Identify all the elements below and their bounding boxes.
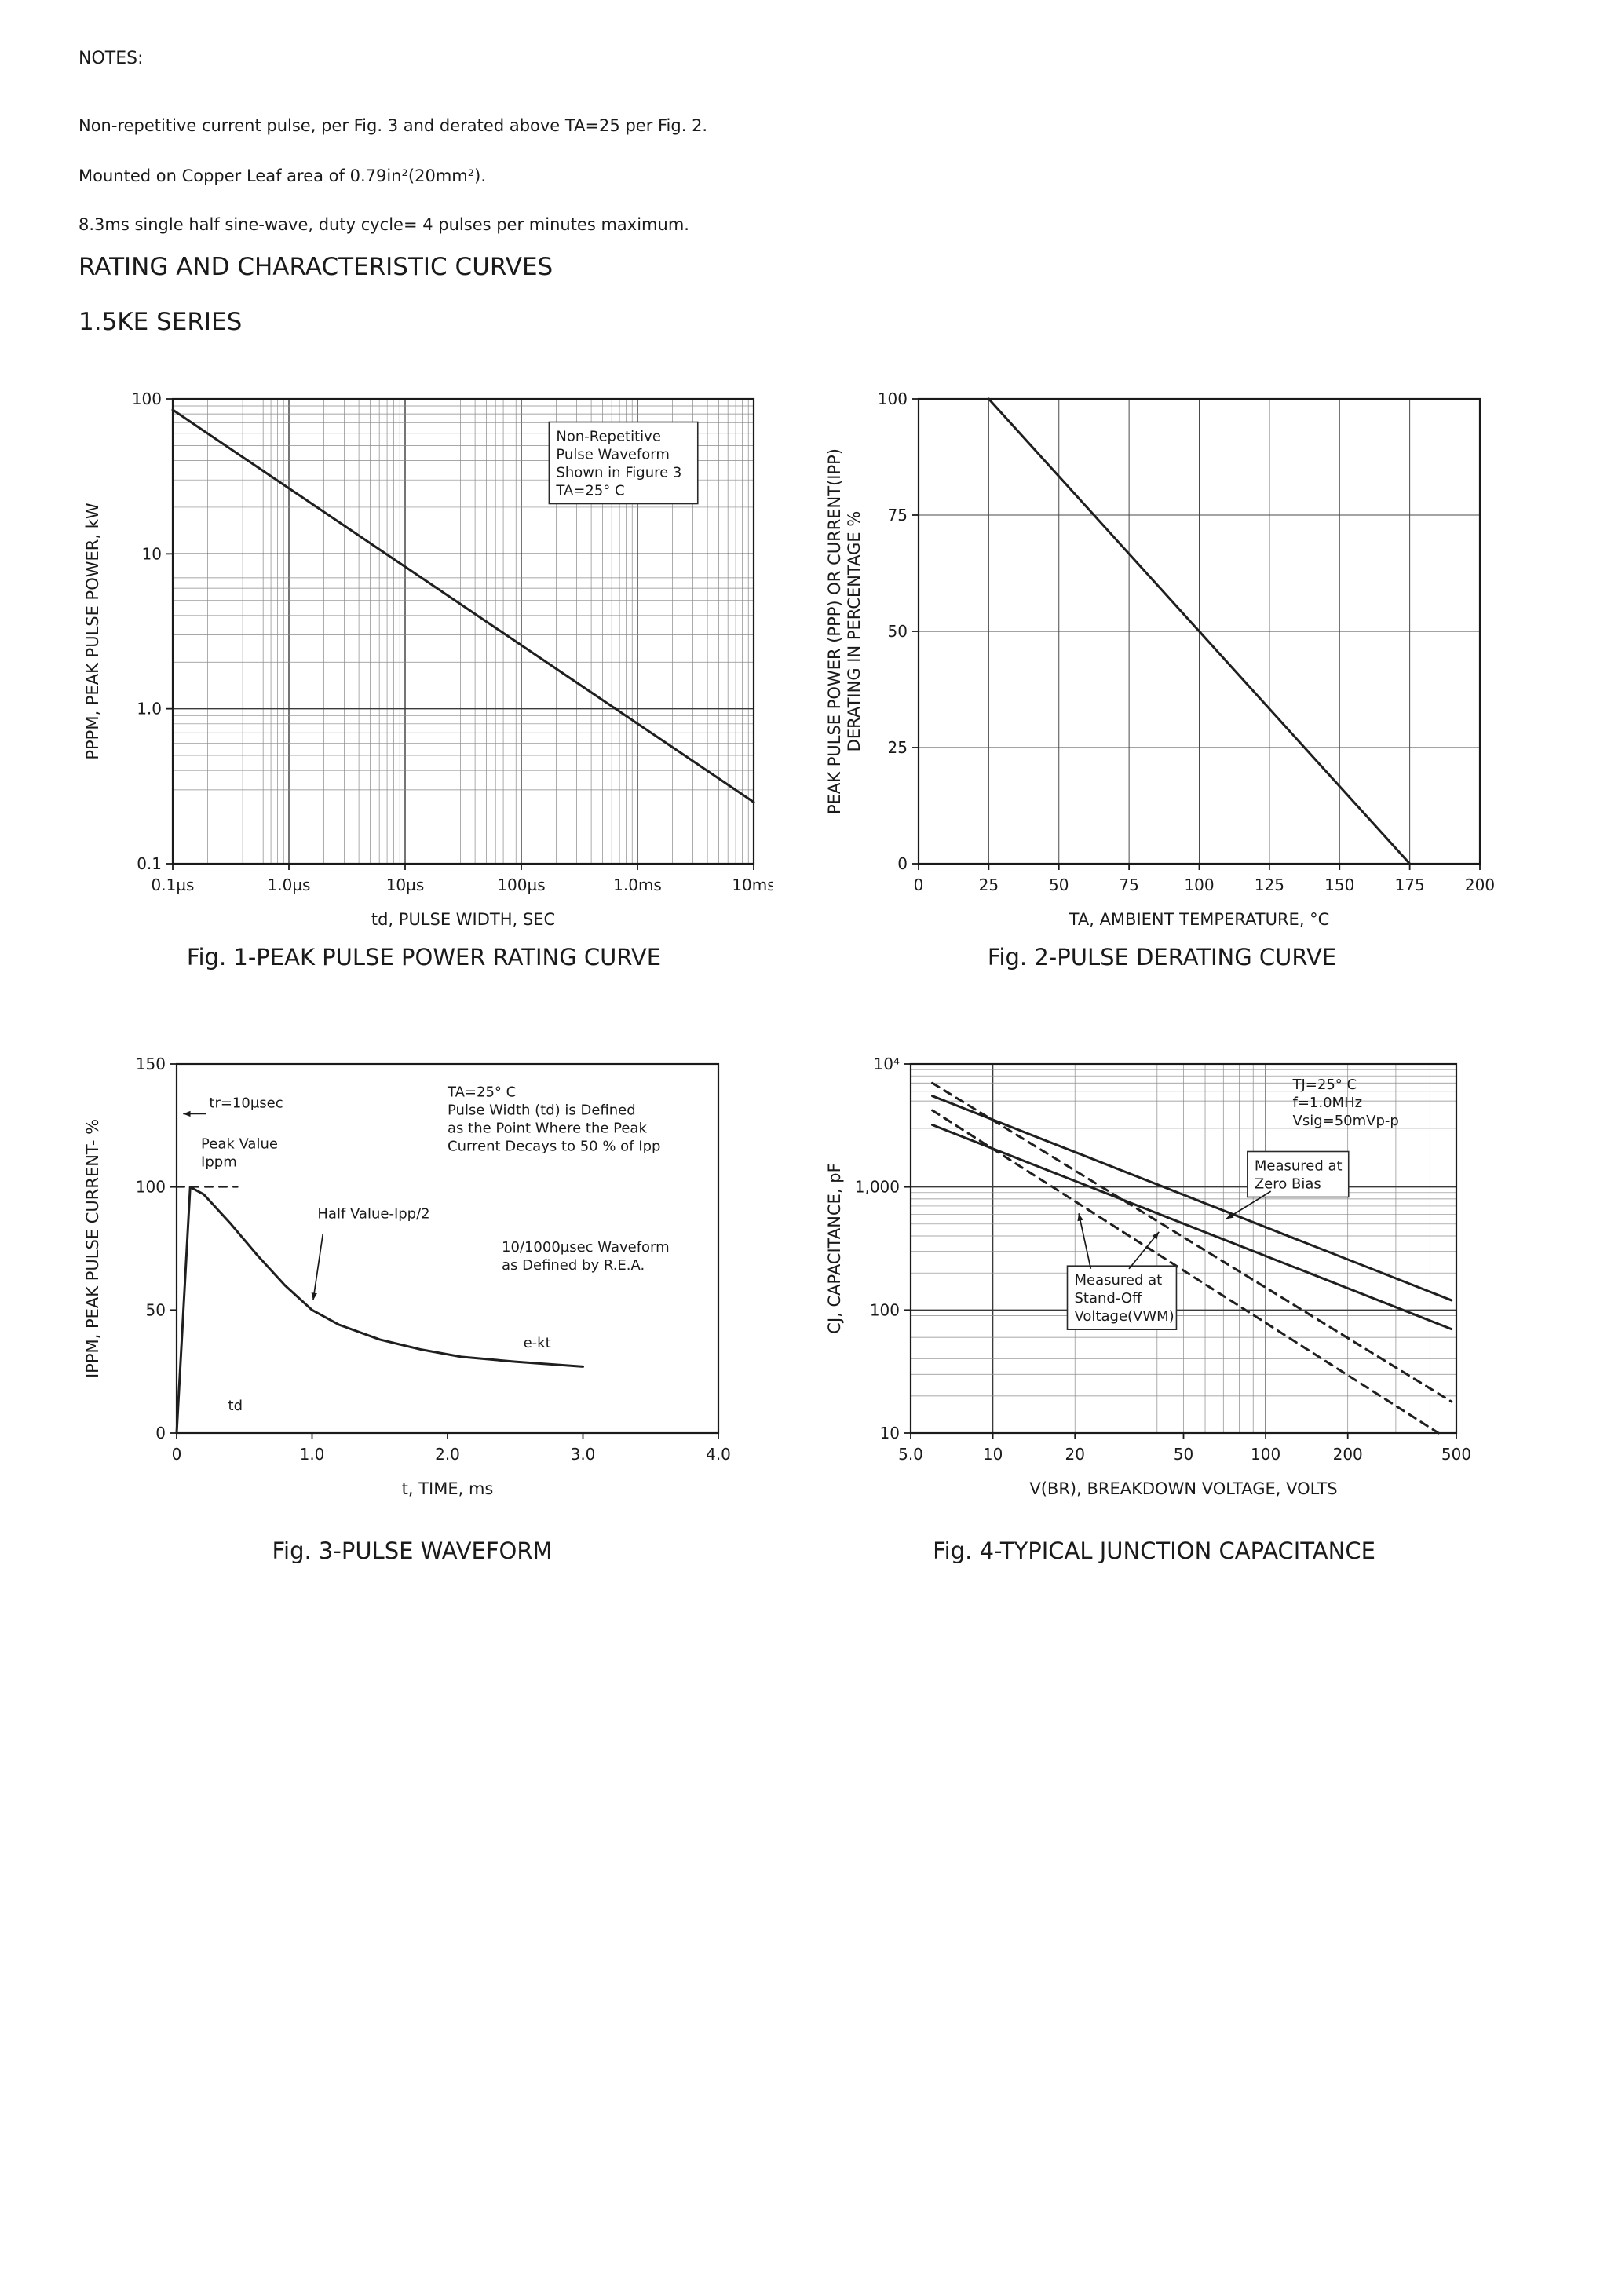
svg-text:100: 100 — [132, 389, 162, 408]
svg-text:125: 125 — [1255, 876, 1284, 894]
svg-text:Peak Value: Peak Value — [201, 1135, 278, 1152]
svg-text:Vsig=50mVp-p: Vsig=50mVp-p — [1293, 1113, 1399, 1129]
svg-text:0.1µs: 0.1µs — [152, 876, 195, 894]
svg-text:Measured at: Measured at — [1075, 1272, 1163, 1289]
fig1-peak-pulse-power-chart: 0.1µs 1.0µs 10µs 100µs 1.0ms 10ms 0.1 1.0 10 100 t… — [75, 385, 776, 942]
note-line-3: 8.3ms single half sine-wave, duty cycle=… — [79, 215, 689, 234]
svg-text:tr=10µsec: tr=10µsec — [209, 1095, 283, 1112]
svg-text:150: 150 — [136, 1055, 166, 1073]
svg-text:1.0µs: 1.0µs — [268, 876, 311, 894]
svg-text:as Defined by R.E.A.: as Defined by R.E.A. — [502, 1257, 645, 1274]
svg-text:Pulse Waveform: Pulse Waveform — [556, 447, 670, 463]
svg-text:25: 25 — [888, 738, 908, 757]
svg-text:100: 100 — [1251, 1445, 1280, 1464]
svg-text:500: 500 — [1441, 1445, 1471, 1464]
svg-text:f=1.0MHz: f=1.0MHz — [1293, 1095, 1363, 1111]
svg-text:10: 10 — [983, 1445, 1003, 1464]
svg-text:Shown in Figure 3: Shown in Figure 3 — [556, 465, 681, 481]
svg-text:0: 0 — [914, 876, 924, 894]
fig3-caption: Fig. 3-PULSE WAVEFORM — [272, 1537, 553, 1564]
svg-text:0: 0 — [172, 1445, 182, 1464]
svg-text:75: 75 — [888, 506, 908, 525]
svg-text:10/1000µsec Waveform: 10/1000µsec Waveform — [502, 1239, 670, 1256]
svg-text:1,000: 1,000 — [855, 1178, 900, 1197]
svg-text:10µs: 10µs — [386, 876, 425, 894]
svg-text:Stand-Off: Stand-Off — [1075, 1290, 1143, 1307]
svg-text:175: 175 — [1395, 876, 1425, 894]
svg-text:IPPM, PEAK PULSE CURRENT- %: IPPM, PEAK PULSE CURRENT- % — [83, 1119, 102, 1378]
svg-text:Voltage(VWM): Voltage(VWM) — [1075, 1308, 1174, 1325]
svg-text:TJ=25° C: TJ=25° C — [1292, 1077, 1357, 1093]
svg-text:1.0ms: 1.0ms — [613, 876, 662, 894]
svg-text:TA=25° C: TA=25° C — [447, 1084, 516, 1101]
svg-text:5.0: 5.0 — [898, 1445, 923, 1464]
fig4-caption: Fig. 4-TYPICAL JUNCTION CAPACITANCE — [933, 1537, 1375, 1564]
svg-text:TA=25° C: TA=25° C — [555, 483, 624, 499]
section-heading: RATING AND CHARACTERISTIC CURVES — [79, 253, 553, 281]
svg-text:200: 200 — [1465, 876, 1495, 894]
svg-text:50: 50 — [1174, 1445, 1193, 1464]
svg-text:0: 0 — [897, 854, 908, 873]
fig4-junction-capacitance-chart: 5.0 10 20 50 100 200 500 10 100 1,000 10⁴ V(BR), BR… — [816, 1044, 1492, 1515]
svg-text:50: 50 — [1049, 876, 1069, 894]
fig1-caption: Fig. 1-PEAK PULSE POWER RATING CURVE — [186, 944, 662, 971]
svg-text:t, TIME, ms: t, TIME, ms — [402, 1479, 494, 1498]
svg-text:10: 10 — [142, 544, 162, 563]
svg-text:CJ, CAPACITANCE, pF: CJ, CAPACITANCE, pF — [825, 1163, 844, 1333]
svg-text:Measured at: Measured at — [1255, 1158, 1343, 1175]
svg-text:50: 50 — [146, 1300, 166, 1319]
svg-text:e-kt: e-kt — [524, 1335, 551, 1351]
svg-text:DERATING IN PERCENTAGE %: DERATING IN PERCENTAGE % — [845, 511, 864, 752]
svg-text:1.0: 1.0 — [300, 1445, 325, 1464]
svg-text:Pulse Width (td) is Defined: Pulse Width (td) is Defined — [448, 1102, 636, 1119]
svg-text:Zero Bias: Zero Bias — [1255, 1176, 1321, 1193]
notes-title: NOTES: — [79, 49, 144, 68]
svg-text:10⁴: 10⁴ — [874, 1055, 900, 1073]
series-heading: 1.5KE SERIES — [79, 308, 243, 336]
svg-text:4.0: 4.0 — [706, 1445, 731, 1464]
note-line-1: Non-repetitive current pulse, per Fig. 3… — [79, 116, 708, 135]
svg-text:PPPM, PEAK PULSE POWER, kW: PPPM, PEAK PULSE POWER, kW — [83, 503, 102, 760]
svg-text:V(BR), BREAKDOWN VOLTAGE, VOL: V(BR), BREAKDOWN VOLTAGE, VOLTS — [1029, 1479, 1337, 1498]
svg-text:0.1: 0.1 — [137, 854, 162, 873]
svg-text:150: 150 — [1324, 876, 1354, 894]
svg-text:50: 50 — [888, 622, 908, 641]
svg-text:1.0: 1.0 — [137, 700, 162, 718]
svg-text:10ms: 10ms — [732, 876, 773, 894]
svg-text:20: 20 — [1065, 1445, 1084, 1464]
svg-text:75: 75 — [1119, 876, 1138, 894]
svg-text:100: 100 — [878, 389, 908, 408]
svg-text:TA, AMBIENT TEMPERATURE, °C: TA, AMBIENT TEMPERATURE, °C — [1069, 910, 1330, 929]
svg-text:2.0: 2.0 — [435, 1445, 460, 1464]
svg-text:td: td — [228, 1398, 243, 1414]
fig2-caption: Fig. 2-PULSE DERATING CURVE — [987, 944, 1337, 971]
svg-text:as the Point Where the Peak: as the Point Where the Peak — [448, 1121, 647, 1137]
svg-text:td, PULSE WIDTH, SEC: td, PULSE WIDTH, SEC — [371, 910, 555, 929]
svg-text:Half Value-Ipp/2: Half Value-Ipp/2 — [317, 1206, 429, 1223]
fig3-pulse-waveform-chart: 0 1.0 2.0 3.0 4.0 0 50 100 150 t, TIME, ms IPPM, P… — [75, 1044, 750, 1515]
svg-text:100: 100 — [1184, 876, 1214, 894]
svg-text:Current Decays to 50 % of Ipp: Current Decays to 50 % of Ipp — [448, 1139, 660, 1155]
note-line-2: Mounted on Copper Leaf area of 0.79in²(2… — [79, 166, 487, 185]
fig2-pulse-derating-chart: 0 25 50 75 100 125 150 175 200 0 25 50 75 100 TA, AMBI… — [816, 385, 1507, 942]
svg-text:Non-Repetitive: Non-Repetitive — [556, 429, 661, 445]
svg-text:100: 100 — [136, 1178, 166, 1197]
svg-text:100µs: 100µs — [497, 876, 545, 894]
svg-text:200: 200 — [1333, 1445, 1363, 1464]
svg-text:10: 10 — [880, 1424, 900, 1442]
svg-text:25: 25 — [979, 876, 999, 894]
svg-text:Ippm: Ippm — [201, 1153, 237, 1170]
svg-text:PEAK PULSE POWER (PPP) OR CU: PEAK PULSE POWER (PPP) OR CURRENT(IPP) — [825, 448, 844, 814]
svg-text:3.0: 3.0 — [571, 1445, 596, 1464]
svg-text:0: 0 — [155, 1424, 166, 1442]
svg-text:100: 100 — [870, 1300, 900, 1319]
